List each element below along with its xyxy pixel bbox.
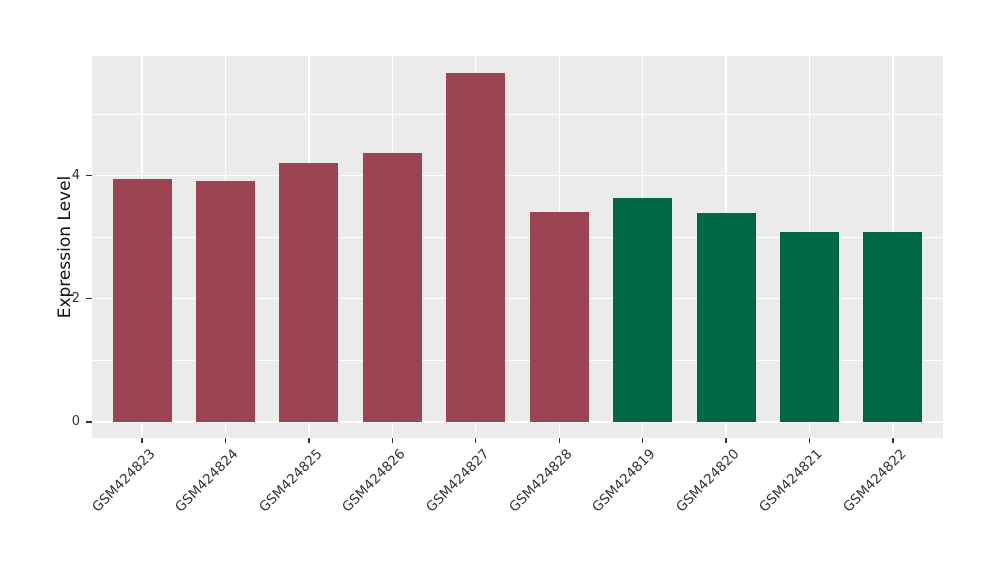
bar — [613, 197, 673, 422]
plot-panel — [92, 56, 943, 438]
x-tick-mark — [308, 438, 310, 443]
bar — [112, 179, 172, 422]
x-tick-label: GSM424828 — [506, 446, 576, 516]
y-tick-label: 4 — [71, 167, 80, 183]
major-gridline — [92, 174, 943, 177]
x-tick-mark — [475, 438, 477, 443]
y-tick-label: 2 — [71, 290, 80, 306]
x-tick-label: GSM424820 — [672, 446, 743, 516]
y-tick-mark — [86, 421, 92, 423]
x-tick-label: GSM424822 — [839, 446, 910, 516]
bar — [195, 180, 255, 422]
minor-gridline — [92, 113, 943, 115]
bar — [780, 232, 839, 422]
x-tick-mark — [642, 438, 644, 443]
x-tick-mark — [892, 438, 894, 443]
x-tick-label: GSM424821 — [756, 446, 826, 516]
x-tick-label: GSM424827 — [422, 446, 493, 516]
x-tick-mark — [808, 438, 811, 443]
x-tick-mark — [391, 438, 393, 443]
y-tick-mark — [86, 298, 92, 300]
x-tick-label: GSM424823 — [88, 446, 159, 516]
x-tick-label: GSM424826 — [339, 446, 409, 516]
minor-gridline — [92, 359, 943, 361]
bar — [362, 153, 422, 422]
bar — [696, 212, 756, 422]
x-tick-mark — [141, 438, 143, 443]
x-tick-mark — [224, 438, 227, 443]
y-tick-mark — [86, 175, 92, 177]
major-gridline — [92, 421, 943, 423]
y-tick-label: 0 — [71, 414, 80, 429]
x-tick-label: GSM424824 — [172, 446, 242, 516]
bar — [863, 232, 923, 422]
x-tick-mark — [725, 438, 727, 443]
x-tick-mark — [558, 438, 560, 443]
minor-gridline — [92, 236, 943, 238]
bar — [279, 162, 339, 422]
x-tick-label: GSM424825 — [255, 446, 326, 516]
bar — [529, 211, 589, 422]
bar — [446, 72, 506, 422]
major-gridline — [92, 298, 943, 300]
x-tick-label: GSM424819 — [589, 446, 659, 516]
